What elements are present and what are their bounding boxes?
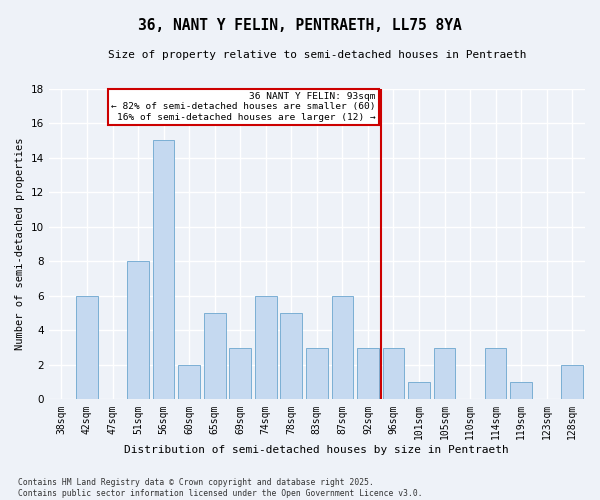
Bar	[383, 348, 404, 400]
Text: 36 NANT Y FELIN: 93sqm
← 82% of semi-detached houses are smaller (60)
16% of sem: 36 NANT Y FELIN: 93sqm ← 82% of semi-det…	[111, 92, 376, 122]
Bar	[510, 382, 532, 400]
X-axis label: Distribution of semi-detached houses by size in Pentraeth: Distribution of semi-detached houses by …	[124, 445, 509, 455]
Text: 36, NANT Y FELIN, PENTRAETH, LL75 8YA: 36, NANT Y FELIN, PENTRAETH, LL75 8YA	[138, 18, 462, 32]
Y-axis label: Number of semi-detached properties: Number of semi-detached properties	[15, 138, 25, 350]
Bar	[332, 296, 353, 400]
Bar	[204, 313, 226, 400]
Bar	[562, 365, 583, 400]
Bar	[255, 296, 277, 400]
Bar	[178, 365, 200, 400]
Bar	[127, 261, 149, 400]
Bar	[408, 382, 430, 400]
Bar	[76, 296, 98, 400]
Bar	[306, 348, 328, 400]
Bar	[229, 348, 251, 400]
Text: Contains HM Land Registry data © Crown copyright and database right 2025.
Contai: Contains HM Land Registry data © Crown c…	[18, 478, 422, 498]
Bar	[280, 313, 302, 400]
Bar	[357, 348, 379, 400]
Bar	[485, 348, 506, 400]
Title: Size of property relative to semi-detached houses in Pentraeth: Size of property relative to semi-detach…	[107, 50, 526, 60]
Bar	[153, 140, 175, 400]
Bar	[434, 348, 455, 400]
